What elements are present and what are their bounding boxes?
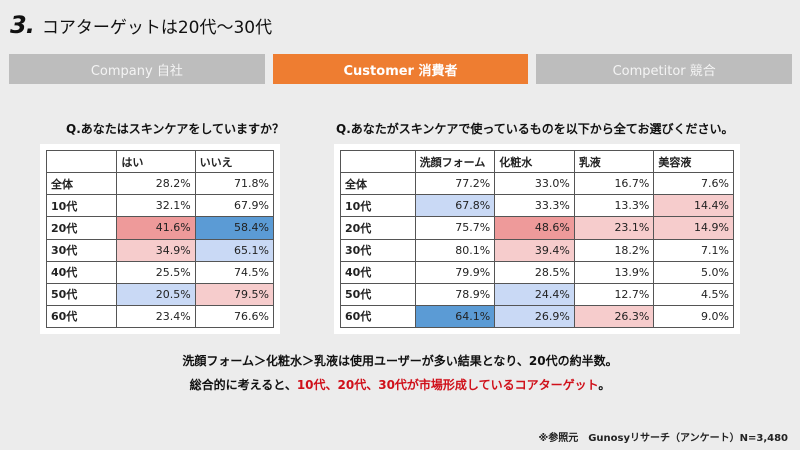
summary-highlight: 10代、20代、30代が市場形成しているコアターゲット — [296, 378, 599, 392]
summary-line-2: 総合的に考えると、10代、20代、30代が市場形成しているコアターゲット。 — [0, 376, 800, 393]
column-header: 洗顔フォーム — [414, 149, 496, 174]
table-row: 30代 80.1% 39.4% 18.2% 7.1% — [340, 238, 734, 262]
table-cell: 16.7% — [573, 172, 655, 196]
table-cell: 23.4% — [116, 304, 196, 329]
summary-suffix: 。 — [598, 378, 611, 392]
table-row: 20代 75.7% 48.6% 23.1% 14.9% — [340, 216, 734, 240]
table-cell: 14.9% — [653, 216, 734, 240]
row-label: 50代 — [340, 282, 416, 306]
table-row: 20代 41.6% 58.4% — [45, 216, 275, 240]
column-header: いいえ — [194, 149, 275, 174]
question-skincare: Q.あなたはスキンケアをしていますか？ — [66, 122, 285, 136]
table-cell: 41.6% — [116, 216, 196, 240]
table-row: 全体 77.2% 33.0% 16.7% 7.6% — [340, 172, 734, 196]
summary-prefix: 総合的に考えると、 — [189, 378, 297, 392]
tab-customer[interactable]: Customer 消費者 — [272, 54, 529, 84]
table-cell: 77.2% — [414, 172, 496, 196]
table-cell: 34.9% — [116, 238, 196, 262]
table-cell: 65.1% — [194, 238, 275, 262]
table-cell: 74.5% — [194, 260, 275, 284]
slide-title: 3. コアターゲットは20代〜30代 — [10, 8, 272, 42]
table-cell: 67.9% — [194, 194, 275, 218]
table-cell: 13.3% — [573, 194, 655, 218]
table-cell: 79.9% — [414, 260, 496, 284]
table-cell: 28.2% — [116, 172, 196, 196]
table-cell: 9.0% — [653, 304, 734, 329]
table-row: 60代 23.4% 76.6% — [45, 304, 275, 329]
column-header — [45, 149, 118, 174]
table-cell: 5.0% — [653, 260, 734, 284]
table-cell: 14.4% — [653, 194, 734, 218]
table-row: 50代 78.9% 24.4% 12.7% 4.5% — [340, 282, 734, 306]
column-header: 化粧水 — [494, 149, 575, 174]
column-header: 乳液 — [573, 149, 655, 174]
table-cell: 48.6% — [494, 216, 575, 240]
table-cell: 26.9% — [494, 304, 575, 329]
table-cell: 26.3% — [573, 304, 655, 329]
table-cell: 33.0% — [494, 172, 575, 196]
row-label: 60代 — [45, 304, 118, 329]
table-row: 50代 20.5% 79.5% — [45, 282, 275, 306]
table-cell: 20.5% — [116, 282, 196, 306]
table-cell: 67.8% — [414, 194, 496, 218]
tab-competitor[interactable]: Competitor 競合 — [536, 54, 793, 84]
table-cell: 78.9% — [414, 282, 496, 306]
table-cell: 23.1% — [573, 216, 655, 240]
table-cell: 7.6% — [653, 172, 734, 196]
table-cell: 33.3% — [494, 194, 575, 218]
row-label: 全体 — [45, 172, 118, 196]
table-cell: 80.1% — [414, 238, 496, 262]
table-row: 10代 67.8% 33.3% 13.3% 14.4% — [340, 194, 734, 218]
row-label: 20代 — [340, 216, 416, 240]
table-cell: 28.5% — [494, 260, 575, 284]
row-label: 60代 — [340, 304, 416, 329]
table-row: 60代 64.1% 26.9% 26.3% 9.0% — [340, 304, 734, 329]
table-row: 40代 25.5% 74.5% — [45, 260, 275, 284]
table-cell: 7.1% — [653, 238, 734, 262]
row-label: 40代 — [45, 260, 118, 284]
table-cell: 79.5% — [194, 282, 275, 306]
products-table: 洗顔フォーム 化粧水 乳液 美容液 全体 77.2% 33.0% 16.7% 7.6% 10代 67… — [340, 149, 734, 329]
table-cell: 75.7% — [414, 216, 496, 240]
table-cell: 12.7% — [573, 282, 655, 306]
table-row: 40代 79.9% 28.5% 13.9% 5.0% — [340, 260, 734, 284]
table-cell: 24.4% — [494, 282, 575, 306]
summary-line-1: 洗顔フォーム＞化粧水＞乳液は使用ユーザーが多い結果となり、20代の約半数。 — [182, 354, 618, 368]
table-header-row: はい いいえ — [45, 149, 275, 174]
row-label: 10代 — [340, 194, 416, 218]
row-label: 20代 — [45, 216, 118, 240]
row-label: 30代 — [340, 238, 416, 262]
column-header — [340, 149, 416, 174]
table-cell: 32.1% — [116, 194, 196, 218]
row-label: 全体 — [340, 172, 416, 196]
products-table-card: 洗顔フォーム 化粧水 乳液 美容液 全体 77.2% 33.0% 16.7% 7.6% 10代 67… — [334, 144, 740, 334]
table-cell: 71.8% — [194, 172, 275, 196]
table-cell: 58.4% — [194, 216, 275, 240]
table-cell: 4.5% — [653, 282, 734, 306]
table-row: 10代 32.1% 67.9% — [45, 194, 275, 218]
column-header: はい — [116, 149, 196, 174]
source-note: ※参照元 Gunosyリサーチ（アンケート）N=3,480 — [538, 433, 789, 444]
row-label: 40代 — [340, 260, 416, 284]
question-products: Q.あなたがスキンケアで使っているものを以下から全てお選びください。 — [336, 122, 734, 136]
table-cell: 76.6% — [194, 304, 275, 329]
tab-company[interactable]: Company 自社 — [9, 54, 265, 84]
skincare-table: はい いいえ 全体 28.2% 71.8% 10代 32.1% 67.9% 20代 41.6% 58… — [45, 149, 275, 329]
table-row: 全体 28.2% 71.8% — [45, 172, 275, 196]
table-cell: 64.1% — [414, 304, 496, 329]
table-row: 30代 34.9% 65.1% — [45, 238, 275, 262]
title-number: 3. — [10, 11, 35, 39]
title-text: コアターゲットは20代〜30代 — [41, 17, 273, 38]
row-label: 10代 — [45, 194, 118, 218]
table-cell: 13.9% — [573, 260, 655, 284]
skincare-table-card: はい いいえ 全体 28.2% 71.8% 10代 32.1% 67.9% 20代 41.6% 58… — [40, 144, 280, 334]
section-tabs: Company 自社 Customer 消費者 Competitor 競合 — [9, 54, 793, 84]
row-label: 30代 — [45, 238, 118, 262]
table-cell: 39.4% — [494, 238, 575, 262]
table-cell: 25.5% — [116, 260, 196, 284]
column-header: 美容液 — [653, 149, 734, 174]
table-header-row: 洗顔フォーム 化粧水 乳液 美容液 — [340, 149, 734, 174]
row-label: 50代 — [45, 282, 118, 306]
table-cell: 18.2% — [573, 238, 655, 262]
